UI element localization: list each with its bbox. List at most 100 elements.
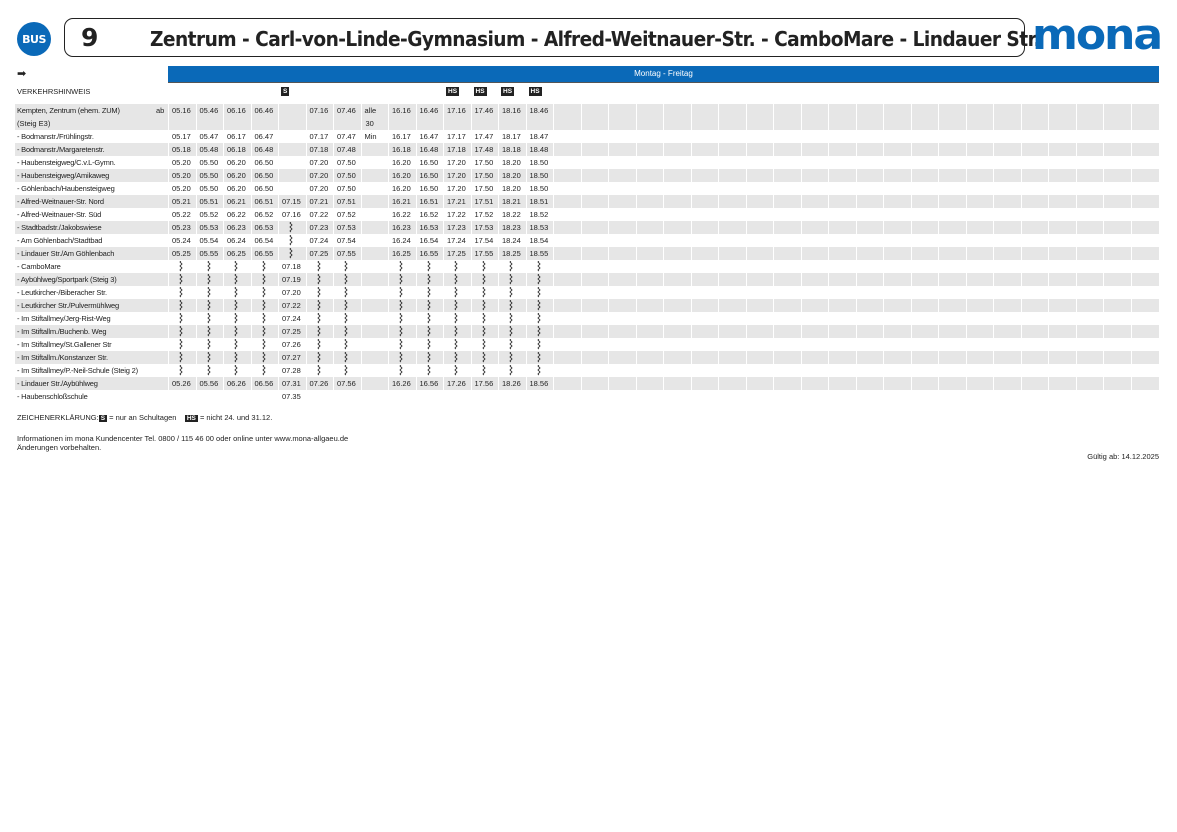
time-cell	[663, 221, 691, 234]
time-cell	[525, 364, 554, 377]
time-cell	[553, 182, 581, 195]
time-cell	[553, 364, 581, 377]
pass-through-icon	[227, 339, 251, 350]
time-cell: 18.23	[498, 221, 526, 234]
time-cell	[608, 143, 636, 156]
time-cell	[1048, 364, 1076, 377]
time-cell	[938, 273, 966, 286]
departure-time: 16.48	[419, 145, 439, 154]
time-cell: 07.20	[305, 169, 334, 182]
departure-time: 17.21	[447, 197, 466, 206]
time-cell	[938, 169, 966, 182]
time-cell: 16.53	[415, 221, 444, 234]
pass-through-icon	[200, 261, 224, 272]
timetable: Kempten, Zentrum (ehem. ZUM) (Steig E3) ab…	[15, 104, 1159, 403]
table-row: - Göhlenbach/Haubensteigweg 05.20 05.50 06.…	[15, 182, 1159, 195]
pass-through-icon	[255, 287, 279, 298]
table-row: - Haubenschloßschule 07.35	[15, 390, 1159, 403]
time-cell	[910, 169, 939, 182]
pass-through-icon	[255, 326, 279, 337]
departure-time: 18.52	[529, 210, 549, 219]
time-cell	[938, 182, 966, 195]
time-cell: 16.18	[388, 143, 416, 156]
time-cell	[1103, 273, 1131, 286]
time-cell	[415, 364, 444, 377]
time-cell	[663, 260, 691, 273]
departure-time: 18.50	[529, 158, 549, 167]
departure-time: 07.35	[282, 392, 301, 401]
time-cell	[360, 234, 389, 247]
time-cell	[608, 182, 636, 195]
time-cell	[800, 273, 829, 286]
time-cell	[855, 104, 884, 130]
time-cell	[360, 390, 389, 403]
time-cell	[883, 377, 911, 390]
departure-time: 05.56	[199, 379, 219, 388]
time-cell	[223, 364, 251, 377]
time-cell	[360, 312, 389, 325]
departure-time: 16.20	[392, 184, 411, 193]
time-cell	[1075, 338, 1104, 351]
time-cell	[883, 390, 911, 403]
time-cell	[388, 390, 416, 403]
time-cell	[1130, 351, 1159, 364]
time-cell	[910, 299, 939, 312]
time-cell: 18.56	[525, 377, 554, 390]
pass-through-icon	[200, 365, 224, 376]
trip-tag-hs: HS	[446, 87, 460, 96]
pass-through-icon	[337, 352, 361, 363]
time-cell: 16.50	[415, 156, 444, 169]
departure-time: 05.21	[172, 197, 191, 206]
time-cell	[635, 208, 664, 221]
time-cell	[855, 351, 884, 364]
time-cell	[305, 312, 334, 325]
time-cell	[305, 260, 334, 273]
time-cell	[993, 390, 1021, 403]
time-cell	[690, 221, 719, 234]
time-cell	[1075, 390, 1104, 403]
time-cell: 07.24	[278, 312, 306, 325]
departure-time: 07.22	[309, 210, 329, 219]
pass-through-icon	[200, 326, 224, 337]
time-cell	[608, 351, 636, 364]
time-cell	[1103, 169, 1131, 182]
time-cell	[690, 390, 719, 403]
pass-through-icon	[475, 300, 499, 311]
time-cell	[553, 260, 581, 273]
time-cell: 07.15	[278, 195, 306, 208]
time-cell	[553, 208, 581, 221]
time-cell: 16.54	[415, 234, 444, 247]
pass-through-icon	[337, 274, 361, 285]
stop-name: - Im Stiftallmey/P.-Neil-Schule (Steig 2…	[17, 366, 138, 375]
time-cell: 07.25	[278, 325, 306, 338]
departure-time: 07.25	[282, 327, 301, 336]
time-cell	[855, 195, 884, 208]
pass-through-icon	[502, 261, 526, 272]
departure-time: 05.26	[172, 379, 191, 388]
time-cell	[443, 351, 471, 364]
time-cell	[195, 338, 224, 351]
departure-time: 07.50	[337, 171, 356, 180]
departure-time: 17.54	[474, 236, 494, 245]
time-cell	[883, 286, 911, 299]
pass-through-icon	[227, 300, 251, 311]
time-cell: 05.24	[168, 234, 196, 247]
time-cell: 18.20	[498, 156, 526, 169]
time-cell: 07.20	[305, 156, 334, 169]
time-cell	[635, 299, 664, 312]
time-cell	[773, 143, 801, 156]
departure-time: 17.16	[447, 106, 466, 115]
time-cell	[855, 156, 884, 169]
time-cell	[855, 312, 884, 325]
time-cell	[745, 104, 774, 130]
table-row: - Im Stiftallmey/P.-Neil-Schule (Steig 2…	[15, 364, 1159, 377]
time-cell	[690, 130, 719, 143]
table-row: - Im Stiftallm./Konstanzer Str. 07.27	[15, 351, 1159, 364]
info-line: Informationen im mona Kundencenter Tel. …	[17, 434, 349, 443]
time-cell	[993, 104, 1021, 130]
time-cell	[993, 182, 1021, 195]
departure-time: 05.54	[199, 236, 219, 245]
time-cell	[1048, 195, 1076, 208]
time-cell: 18.50	[525, 156, 554, 169]
time-cell	[388, 273, 416, 286]
